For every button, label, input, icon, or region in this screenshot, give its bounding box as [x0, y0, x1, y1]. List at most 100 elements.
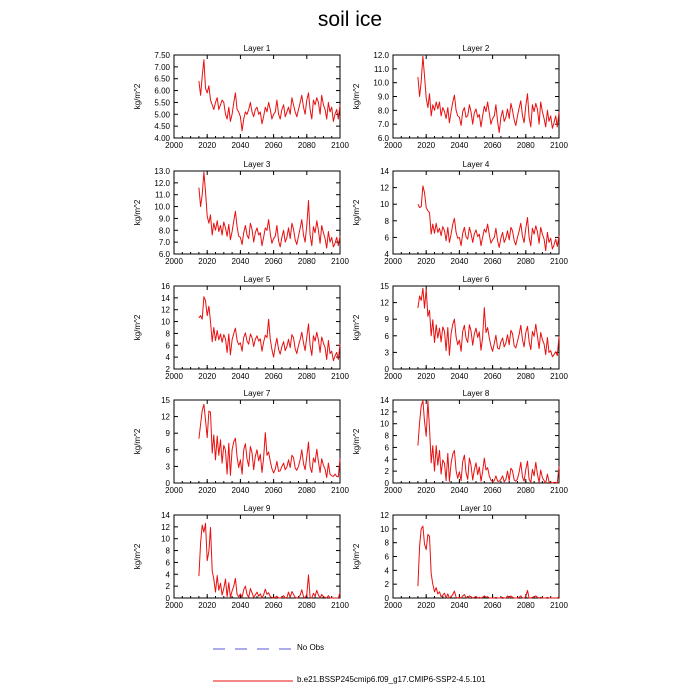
- x-tick-label-layer-10: 2100: [550, 601, 568, 610]
- x-tick-label-layer-2: 2080: [517, 141, 535, 150]
- y-tick-label-layer-7: 12: [161, 413, 170, 422]
- x-tick-label-layer-3: 2100: [331, 257, 349, 266]
- panel-title-layer-9: Layer 9: [244, 504, 271, 513]
- y-tick-label-layer-3: 11.0: [155, 191, 171, 200]
- x-tick-label-layer-9: 2100: [331, 601, 349, 610]
- panel-layer-6: Layer 6 kg/m^2 2000 2020 2040 2060 2080 2100 0 3 6…: [352, 275, 568, 381]
- x-tick-label-layer-1: 2000: [165, 141, 183, 150]
- y-tick-label-layer-8: 2: [385, 467, 390, 476]
- y-tick-label-layer-4: 8: [385, 217, 390, 226]
- x-tick-label-layer-10: 2060: [484, 601, 502, 610]
- panel-layer-4: Layer 4 kg/m^2 2000 2020 2040 2060 2080 2100 4 6 8…: [352, 160, 568, 266]
- y-tick-label-layer-10: 6: [385, 553, 390, 562]
- y-tick-label-layer-7: 3: [166, 462, 171, 471]
- y-tick-label-layer-5: 14: [161, 294, 170, 303]
- y-axis-label-layer-4: kg/m^2: [352, 199, 361, 225]
- panel-title-layer-8: Layer 8: [463, 389, 490, 398]
- x-tick-label-layer-5: 2020: [198, 372, 216, 381]
- panel-layer-3: Layer 3 kg/m^2 2000 2020 2040 2060 2080 2100 6.0…: [133, 160, 349, 266]
- x-tick-label-layer-8: 2040: [451, 486, 469, 495]
- x-tick-label-layer-8: 2000: [384, 486, 402, 495]
- series-line-layer-1: [198, 59, 341, 132]
- series-line-layer-2: [417, 55, 560, 133]
- series-line-layer-10: [417, 525, 560, 599]
- y-tick-label-layer-9: 2: [166, 582, 171, 591]
- panel-layer-10: Layer 10 kg/m^2 2000 2020 2040 2060 2080 2100 0 2…: [352, 504, 568, 610]
- x-tick-label-layer-9: 2000: [165, 601, 183, 610]
- y-tick-label-layer-8: 6: [385, 443, 390, 452]
- panel-title-layer-7: Layer 7: [244, 389, 271, 398]
- x-tick-label-layer-7: 2060: [265, 486, 283, 495]
- x-tick-label-layer-2: 2060: [484, 141, 502, 150]
- panel-frame-layer-2: [392, 54, 560, 139]
- x-tick-label-layer-5: 2000: [165, 372, 183, 381]
- y-axis-label-layer-3: kg/m^2: [133, 199, 142, 225]
- series-line-layer-5: [198, 296, 341, 362]
- x-tick-label-layer-8: 2100: [550, 486, 568, 495]
- x-tick-label-layer-7: 2020: [198, 486, 216, 495]
- y-tick-label-layer-9: 14: [161, 511, 170, 520]
- panel-frame-layer-9: [173, 514, 341, 599]
- x-tick-label-layer-9: 2060: [265, 601, 283, 610]
- y-axis-label-layer-6: kg/m^2: [352, 314, 361, 340]
- x-tick-label-layer-3: 2000: [165, 257, 183, 266]
- panel-title-layer-4: Layer 4: [463, 160, 490, 169]
- y-tick-label-layer-2: 8.0: [378, 106, 390, 115]
- y-tick-label-layer-8: 10: [380, 420, 389, 429]
- series-line-layer-7: [198, 403, 341, 478]
- y-tick-label-layer-9: 4: [166, 570, 171, 579]
- x-tick-label-layer-10: 2000: [384, 601, 402, 610]
- series-line-layer-9: [198, 522, 341, 599]
- x-tick-label-layer-6: 2080: [517, 372, 535, 381]
- y-axis-label-layer-7: kg/m^2: [133, 428, 142, 454]
- panel-layer-5: Layer 5 kg/m^2 2000 2020 2040 2060 2080 2100 2 4 6…: [133, 275, 349, 381]
- x-tick-label-layer-6: 2020: [417, 372, 435, 381]
- x-tick-label-layer-2: 2100: [550, 141, 568, 150]
- x-tick-label-layer-1: 2080: [298, 141, 316, 150]
- y-tick-label-layer-5: 8: [166, 329, 171, 338]
- y-tick-label-layer-1: 6.50: [154, 75, 170, 84]
- panel-title-layer-5: Layer 5: [244, 275, 271, 284]
- x-tick-label-layer-4: 2080: [517, 257, 535, 266]
- y-tick-label-layer-3: 6.0: [159, 250, 171, 259]
- y-tick-label-layer-7: 15: [161, 396, 170, 405]
- y-tick-label-layer-5: 12: [161, 306, 170, 315]
- x-tick-label-layer-7: 2000: [165, 486, 183, 495]
- x-tick-label-layer-6: 2060: [484, 372, 502, 381]
- x-tick-label-layer-2: 2020: [417, 141, 435, 150]
- y-tick-label-layer-9: 10: [161, 535, 170, 544]
- x-tick-label-layer-10: 2040: [451, 601, 469, 610]
- panel-layer-2: Layer 2 kg/m^2 2000 2020 2040 2060 2080 2100 6.0…: [352, 44, 568, 150]
- x-tick-label-layer-3: 2060: [265, 257, 283, 266]
- x-tick-label-layer-8: 2020: [417, 486, 435, 495]
- x-tick-label-layer-4: 2060: [484, 257, 502, 266]
- series-line-layer-4: [417, 185, 560, 252]
- y-tick-label-layer-3: 10.0: [154, 203, 170, 212]
- y-tick-label-layer-10: 0: [385, 594, 390, 603]
- y-tick-label-layer-1: 5.50: [154, 98, 170, 107]
- y-tick-label-layer-4: 4: [385, 250, 390, 259]
- x-tick-label-layer-1: 2100: [331, 141, 349, 150]
- panel-frame-layer-7: [173, 399, 341, 484]
- y-tick-label-layer-6: 12: [380, 299, 389, 308]
- series-line-layer-6: [417, 287, 560, 358]
- panel-title-layer-10: Layer 10: [460, 504, 492, 513]
- y-tick-label-layer-9: 0: [166, 594, 171, 603]
- y-axis-label-layer-5: kg/m^2: [133, 314, 142, 340]
- panel-frame-layer-4: [392, 170, 560, 255]
- panel-title-layer-2: Layer 2: [463, 44, 490, 53]
- y-tick-label-layer-10: 8: [385, 539, 390, 548]
- y-axis-label-layer-2: kg/m^2: [352, 83, 361, 109]
- x-tick-label-layer-1: 2060: [265, 141, 283, 150]
- panel-title-layer-1: Layer 1: [244, 44, 271, 53]
- y-tick-label-layer-5: 16: [161, 282, 170, 291]
- series-line-layer-3: [198, 171, 341, 249]
- y-tick-label-layer-2: 6.0: [378, 134, 390, 143]
- y-tick-label-layer-3: 8.0: [159, 226, 171, 235]
- y-axis-label-layer-10: kg/m^2: [352, 543, 361, 569]
- x-tick-label-layer-6: 2000: [384, 372, 402, 381]
- y-tick-label-layer-1: 7.50: [154, 51, 170, 60]
- y-tick-label-layer-2: 9.0: [378, 93, 390, 102]
- x-tick-label-layer-9: 2040: [232, 601, 250, 610]
